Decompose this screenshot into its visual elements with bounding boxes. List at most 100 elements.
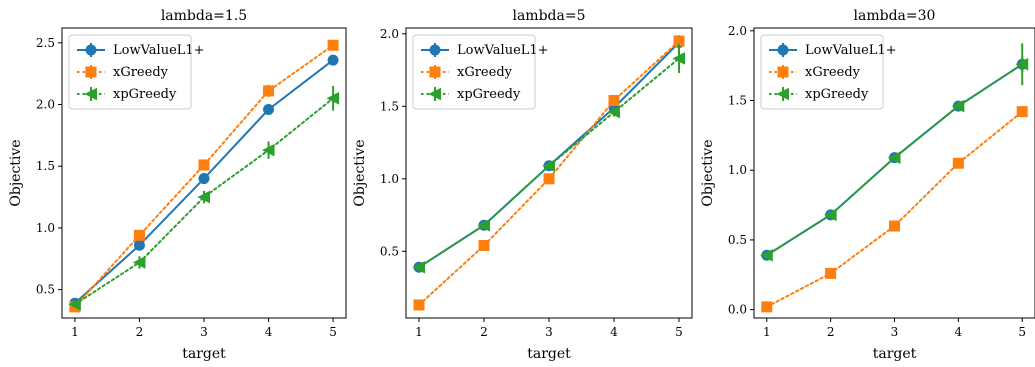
data-point xyxy=(889,220,900,232)
x-tick-label: 2 xyxy=(136,325,144,339)
y-axis-label: Objective xyxy=(352,139,368,206)
y-tick-label: 1.0 xyxy=(36,221,55,235)
data-point xyxy=(607,105,620,119)
data-point xyxy=(672,52,685,65)
x-tick-label: 1 xyxy=(71,325,79,339)
data-point xyxy=(412,260,425,274)
legend-label: xpGreedy xyxy=(805,87,869,102)
data-point xyxy=(198,159,210,171)
y-tick-label: 1.5 xyxy=(36,159,55,173)
data-point xyxy=(133,229,145,241)
data-point xyxy=(263,103,275,115)
legend-marker xyxy=(84,87,97,101)
y-tick-label: 0.5 xyxy=(380,244,399,258)
legend-marker xyxy=(777,66,789,78)
data-point xyxy=(133,239,145,251)
legend-item: xGreedy xyxy=(421,65,513,80)
y-tick-label: 0.0 xyxy=(728,303,747,317)
data-point xyxy=(542,159,555,173)
data-point xyxy=(761,301,773,313)
chart-panel-3: lambda=30 1 2 3 4 5 target 0.0 0.5 1.0 1.5 2.0 Objec… xyxy=(700,8,1035,362)
legend-item: LowValueL1+ xyxy=(769,43,897,58)
x-tick-label: 3 xyxy=(545,325,553,339)
series-xpGreedy xyxy=(68,86,340,311)
data-point xyxy=(261,143,275,157)
legend-label: xpGreedy xyxy=(113,87,177,102)
series-line xyxy=(765,110,1024,308)
chart-title: lambda=1.5 xyxy=(161,8,247,24)
data-point xyxy=(327,54,339,66)
legend-item: LowValueL1+ xyxy=(421,43,549,58)
x-tick-label: 5 xyxy=(329,325,337,339)
x-tick-label: 3 xyxy=(200,325,208,339)
series-line xyxy=(73,97,335,306)
y-axis-label: Objective xyxy=(8,139,24,206)
legend-label: xGreedy xyxy=(457,65,513,80)
plot-area xyxy=(412,35,685,311)
legend-label: LowValueL1+ xyxy=(805,43,897,58)
legend: LowValueL1+ xGreedy xpGreedy xyxy=(68,34,205,110)
legend-box xyxy=(68,34,192,110)
x-tick-label: 2 xyxy=(480,325,488,339)
legend-marker xyxy=(429,66,441,78)
legend-item: xpGreedy xyxy=(77,87,177,102)
x-tick-label: 2 xyxy=(827,325,835,339)
data-point xyxy=(326,92,340,105)
y-tick-label: 2.0 xyxy=(380,27,399,41)
legend: LowValueL1+ xGreedy xpGreedy xyxy=(412,34,549,110)
legend-marker xyxy=(428,87,441,101)
y-tick-label: 1.0 xyxy=(728,163,747,177)
data-point xyxy=(824,208,837,222)
x-tick-label: 4 xyxy=(610,325,618,339)
legend-marker xyxy=(85,66,97,78)
legend-box xyxy=(760,34,884,110)
x-tick-label: 5 xyxy=(1018,325,1026,339)
legend-marker xyxy=(85,44,97,56)
y-tick-label: 1.5 xyxy=(380,99,399,113)
data-point xyxy=(543,173,555,185)
y-tick-label: 1.5 xyxy=(728,94,747,108)
data-point xyxy=(478,240,490,251)
y-tick-label: 1.0 xyxy=(380,172,399,186)
chart-title: lambda=30 xyxy=(854,8,936,24)
plot-area xyxy=(760,43,1029,313)
y-tick-label: 2.0 xyxy=(36,98,55,112)
legend-box xyxy=(412,34,536,110)
data-point xyxy=(197,190,210,204)
data-point xyxy=(608,95,620,106)
data-point xyxy=(413,299,425,311)
data-point xyxy=(327,39,339,51)
data-point xyxy=(887,151,901,164)
x-tick-label: 3 xyxy=(891,325,899,339)
x-tick-label: 5 xyxy=(675,325,683,339)
legend-label: LowValueL1+ xyxy=(113,43,205,58)
y-axis-label: Objective xyxy=(700,139,716,206)
legend-marker xyxy=(429,44,441,56)
data-point xyxy=(198,173,210,185)
data-point xyxy=(825,267,837,279)
data-point xyxy=(952,157,964,169)
data-point xyxy=(68,298,81,311)
x-tick-label: 4 xyxy=(955,325,963,339)
y-tick-label: 0.5 xyxy=(728,233,747,247)
legend-marker xyxy=(777,44,789,56)
chart-panel-2: lambda=5 1 2 3 4 5 target 0.5 1.0 1.5 2.0 Objective… xyxy=(352,8,693,362)
legend-marker xyxy=(776,87,789,101)
x-tick-label: 4 xyxy=(265,325,273,339)
legend-label: xpGreedy xyxy=(457,87,521,102)
legend-item: xGreedy xyxy=(77,65,169,80)
series-xGreedy xyxy=(69,39,339,313)
x-axis-label: target xyxy=(527,346,571,362)
data-point xyxy=(1016,106,1028,118)
x-tick-label: 1 xyxy=(415,325,423,339)
data-point xyxy=(951,99,965,113)
legend-item: xpGreedy xyxy=(769,87,869,102)
legend-item: xpGreedy xyxy=(421,87,521,102)
legend-label: LowValueL1+ xyxy=(457,43,549,58)
plot-area xyxy=(68,39,340,313)
series-xGreedy xyxy=(413,35,685,311)
legend-item: xGreedy xyxy=(769,65,861,80)
x-axis-label: target xyxy=(873,346,917,362)
data-point xyxy=(760,248,773,262)
y-tick-label: 0.5 xyxy=(36,283,55,297)
